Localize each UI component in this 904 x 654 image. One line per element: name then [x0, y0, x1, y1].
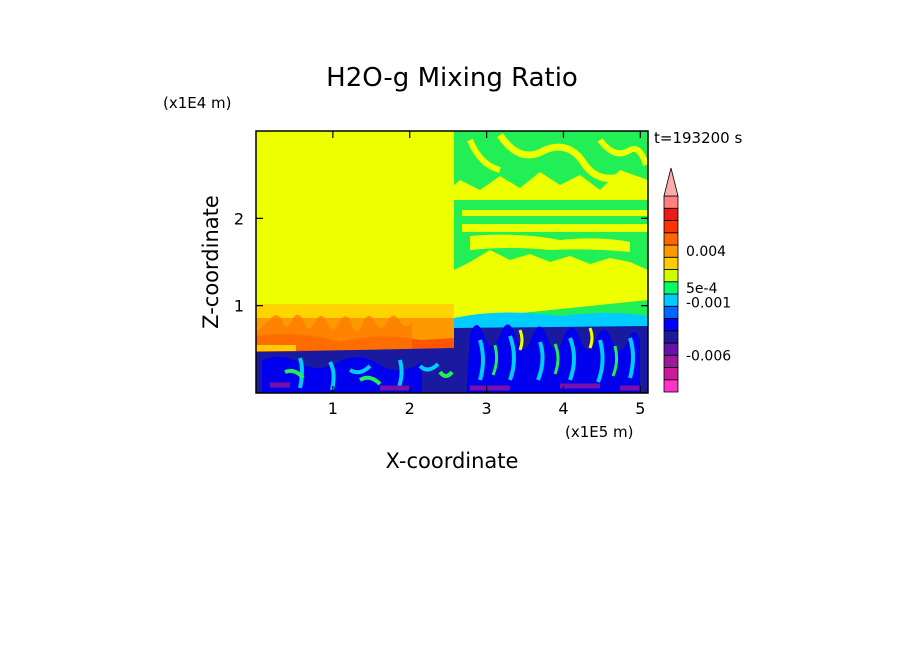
colorbar-swatch [663, 293, 679, 307]
yellow-stripe-1 [462, 210, 648, 216]
y-tick-label: 1 [234, 297, 244, 316]
colorbar-swatch [663, 330, 679, 344]
right-cyan-streaks [478, 335, 635, 383]
colorbar-swatch [663, 256, 679, 270]
left-flames [256, 314, 412, 350]
y-tick-label: 2 [234, 209, 244, 228]
right-band-cyan [454, 312, 648, 330]
plot-frame [255, 130, 649, 394]
green-arc-3 [597, 138, 648, 166]
x-tick-label: 4 [558, 399, 568, 418]
colorbar-label: 5e-4 [686, 281, 718, 297]
colorbar-label: -0.001 [686, 296, 731, 312]
x-tick-label: 5 [635, 399, 645, 418]
y-units-label: (x1E4 m) [163, 94, 232, 112]
x-units-label: (x1E5 m) [565, 423, 634, 441]
x-tick-label: 1 [328, 399, 338, 418]
colorbar-swatch [663, 305, 679, 319]
colorbar-swatch [663, 342, 679, 356]
right-green-streaks [491, 343, 619, 377]
time-label: t=193200 s [654, 129, 742, 147]
green-band-mid [454, 200, 648, 270]
left-cyan-streaks [298, 357, 440, 391]
colorbar-swatch [663, 207, 679, 221]
colorbar-swatch [663, 232, 679, 246]
right-yellow-streaks [518, 327, 594, 351]
y-axis-label: Z-coordinate [199, 195, 223, 329]
green-arc-1 [497, 132, 627, 182]
x-tick-label: 2 [405, 399, 415, 418]
colorbar-swatch [663, 269, 679, 283]
region-upper-left [256, 131, 454, 306]
colorbar-extend-arrow [663, 167, 679, 197]
colorbar-swatch [663, 367, 679, 381]
colorbar: 0.004 5e-4-0.001 -0.006 [663, 167, 731, 393]
yellow-stripe-2 [462, 224, 648, 232]
colorbar-label: -0.006 [686, 348, 731, 364]
colorbar-label: 0.004 [686, 244, 726, 260]
left-green-streaks [284, 368, 454, 386]
x-axis: 1 2 3 4 5 [328, 131, 645, 418]
colorbar-swatch [663, 354, 679, 368]
green-arc-2 [467, 138, 501, 173]
chart-title: H2O-g Mixing Ratio [326, 63, 578, 93]
colorbar-swatch [663, 195, 679, 209]
colorbar-swatch [663, 318, 679, 332]
y-axis: 12 [234, 209, 648, 316]
left-band-yellow-edge [256, 345, 296, 351]
left-purple-bits [270, 382, 410, 391]
yellow-blob-mid [470, 234, 630, 252]
colorbar-swatch [663, 281, 679, 295]
colorbar-swatch [663, 379, 679, 393]
left-band-light-orange [256, 304, 454, 320]
colorbar-swatch [663, 244, 679, 258]
right-purple-bits [470, 383, 640, 391]
contour-field [256, 131, 648, 393]
x-axis-label: X-coordinate [386, 449, 519, 473]
x-tick-label: 3 [481, 399, 491, 418]
colorbar-swatch [663, 220, 679, 234]
